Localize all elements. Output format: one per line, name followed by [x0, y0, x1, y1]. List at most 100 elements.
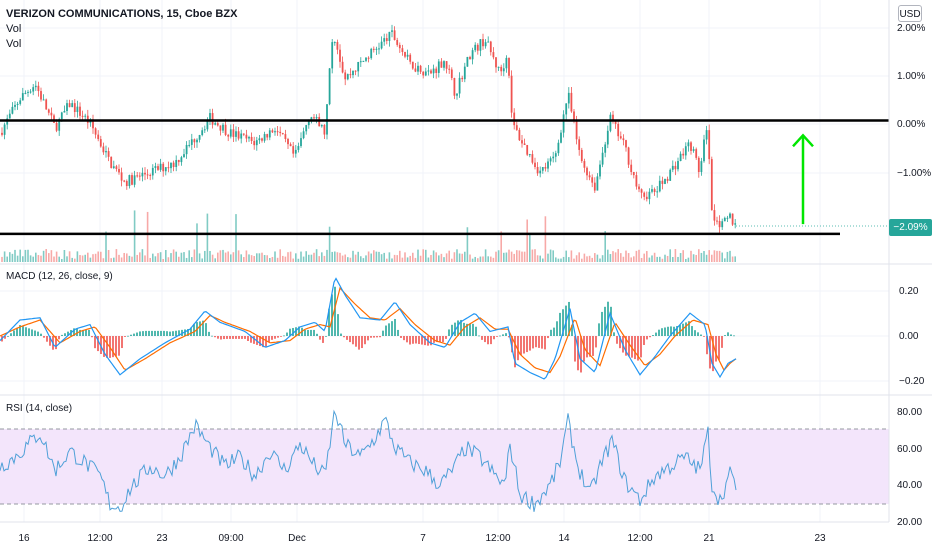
- macd-histogram-bar: [580, 336, 582, 373]
- macd-histogram-bar: [547, 336, 549, 339]
- macd-histogram-bar: [175, 330, 177, 336]
- candle-body: [92, 119, 94, 129]
- candle-body: [596, 176, 599, 191]
- macd-histogram-bar: [130, 334, 132, 336]
- macd-histogram-bar: [715, 336, 717, 362]
- volume-bar: [110, 258, 112, 262]
- volume-bar: [107, 250, 110, 262]
- macd-title[interactable]: MACD (12, 26, close, 9): [6, 271, 113, 282]
- volume-bar: [451, 258, 453, 262]
- macd-histogram-bar: [514, 336, 516, 368]
- macd-histogram-bar: [664, 327, 666, 336]
- candle-body: [609, 114, 612, 131]
- candle-body: [450, 69, 453, 78]
- candle-body: [37, 85, 40, 92]
- volume-bar: [536, 255, 539, 262]
- candle-body: [237, 131, 240, 139]
- candle-body: [630, 164, 633, 172]
- volume-bar: [690, 250, 692, 262]
- volume-bar: [349, 257, 352, 262]
- candle-body: [107, 151, 110, 157]
- volume-bar: [461, 253, 463, 262]
- currency-scale-button[interactable]: USD: [898, 5, 922, 22]
- macd-histogram-bar: [286, 332, 288, 336]
- candle-body: [167, 167, 170, 169]
- macd-signal-line: [0, 286, 737, 374]
- macd-histogram-bar: [37, 331, 39, 336]
- volume-bar: [542, 258, 544, 262]
- volume-bar: [500, 231, 502, 262]
- candle-body: [357, 62, 360, 72]
- macd-histogram-bar: [355, 336, 357, 347]
- candle-body: [664, 178, 666, 184]
- volume-bar: [445, 253, 448, 262]
- macd-histogram-bar: [55, 336, 57, 350]
- macd-histogram-bar: [538, 336, 540, 348]
- candle-body: [354, 70, 357, 72]
- macd-tick-label: −0.20: [899, 376, 925, 387]
- candle-body: [359, 61, 362, 63]
- candle-body: [180, 157, 183, 163]
- macd-histogram-bar: [430, 336, 432, 346]
- volume-bar: [630, 257, 632, 262]
- macd-histogram-bar: [313, 329, 315, 336]
- macd-histogram-bar: [46, 336, 48, 342]
- candle-body: [352, 70, 354, 76]
- volume-bar: [253, 256, 255, 262]
- volume-bar: [412, 252, 414, 262]
- macd-histogram-bar: [88, 329, 90, 336]
- candle-body: [453, 77, 456, 96]
- macd-histogram-bar: [526, 336, 528, 353]
- volume-bar: [211, 254, 214, 262]
- candle-body: [677, 161, 679, 170]
- candle-body: [203, 129, 206, 131]
- macd-histogram-bar: [628, 336, 630, 357]
- macd-histogram-bar: [529, 336, 531, 351]
- volume-bar: [79, 255, 81, 262]
- volume-bar: [308, 254, 310, 262]
- candle-body: [292, 146, 295, 154]
- volume-bar: [22, 256, 24, 262]
- macd-histogram-bar: [706, 336, 708, 355]
- macd-histogram-bar: [439, 336, 441, 343]
- candle-body: [471, 50, 474, 60]
- symbol-legend[interactable]: VERIZON COMMUNICATIONS, 15, Cboe BZX Vol…: [6, 7, 237, 52]
- candle-body: [513, 112, 516, 126]
- volume-bar: [635, 250, 638, 262]
- volume-bar: [612, 251, 614, 262]
- macd-histogram-bar: [445, 336, 447, 339]
- volume-bar: [716, 250, 718, 262]
- volume-bar: [214, 258, 216, 262]
- macd-histogram-bar: [718, 336, 720, 361]
- macd-histogram-bar: [289, 328, 291, 336]
- volume-bar: [53, 256, 55, 262]
- candle-body: [541, 167, 544, 171]
- volume-bar: [583, 253, 586, 262]
- candle-body: [729, 213, 731, 218]
- volume-bar: [357, 251, 359, 262]
- volume-bar: [669, 249, 671, 262]
- candle-body: [97, 134, 100, 140]
- macd-histogram-bar: [28, 328, 30, 336]
- volume-bar: [100, 251, 102, 262]
- candle-body: [71, 103, 74, 108]
- macd-histogram-bar: [616, 336, 618, 344]
- candle-body: [193, 139, 196, 143]
- volume-bar: [653, 252, 656, 262]
- macd-histogram-bar: [19, 325, 21, 336]
- macd-histogram-bar: [457, 320, 459, 336]
- volume-bar: [440, 253, 443, 262]
- macd-histogram-bar: [559, 312, 561, 336]
- candle-body: [227, 134, 230, 137]
- candle-body: [302, 131, 305, 139]
- macd-histogram-bar: [688, 321, 690, 336]
- macd-histogram-bar: [667, 326, 669, 336]
- rsi-title[interactable]: RSI (14, close): [6, 403, 73, 414]
- volume-bar: [92, 254, 94, 262]
- up-arrow-head[interactable]: [792, 133, 814, 148]
- candle-body: [14, 104, 16, 107]
- volume-bar: [698, 249, 700, 262]
- volume-bar: [513, 253, 515, 262]
- candle-body: [258, 138, 261, 141]
- macd-histogram-bar: [487, 336, 489, 345]
